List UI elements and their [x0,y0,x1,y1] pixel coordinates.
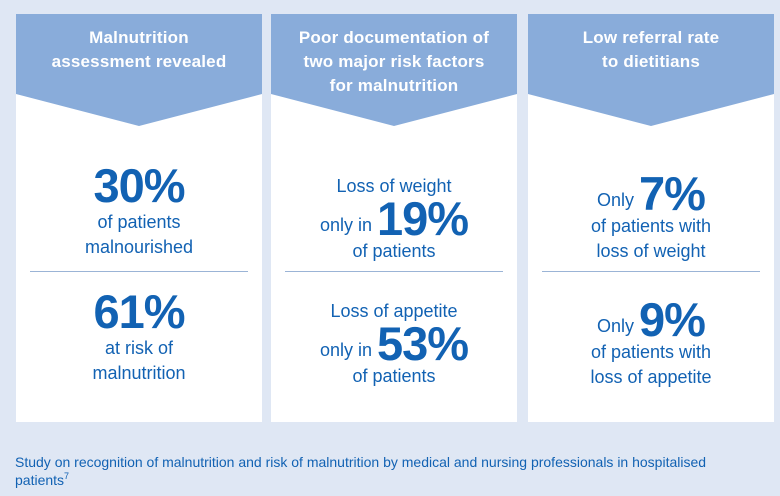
stat-value: 53% [376,317,469,370]
stat-loss-of-appetite: Loss of appetite only in 53% of patients [271,299,517,389]
card-title: Malnutrition assessment revealed [51,28,227,71]
stat-label-line1: of patients with [590,216,712,236]
divider [542,271,760,272]
stat-label-line2: malnourished [84,237,194,257]
stat-label-pre: Loss of weight [336,176,452,196]
footnote-reference: 7 [64,471,70,481]
card-title: Poor documentation of two major risk fac… [298,28,490,95]
stat-value: 9% [639,293,706,346]
card-banner: Poor documentation of two major risk fac… [271,14,517,126]
card-banner: Malnutrition assessment revealed [16,14,262,126]
stat-label-line2: loss of appetite [590,367,712,387]
stat-referral-weight: Only 7% of patients with loss of weight [528,170,774,264]
stat-label-line2: loss of weight [596,241,706,261]
stat-referral-appetite: Only 9% of patients with loss of appetit… [528,296,774,390]
card-banner: Low referral rate to dietitians [528,14,774,126]
stat-value: 30% [93,159,185,212]
footnote: Study on recognition of malnutrition and… [15,453,715,489]
stat-label-line1: at risk of [104,338,174,358]
stat-value: 7% [639,167,706,220]
stat-label-line2: malnutrition [92,363,186,383]
stat-label-mid: only in [319,215,372,235]
divider [285,271,503,272]
stat-label-mid: Only [597,190,635,210]
card-low-referral-rate: Low referral rate to dietitians Only 7% … [528,14,774,422]
stat-loss-of-weight: Loss of weight only in 19% of patients [271,174,517,264]
stat-label-pre: Loss of appetite [330,301,458,321]
stat-label-mid: Only [597,316,635,336]
card-poor-documentation: Poor documentation of two major risk fac… [271,14,517,422]
stat-malnourished: 30% of patients malnourished [16,162,262,260]
stat-label-line1: of patients with [590,342,712,362]
card-title: Low referral rate to dietitians [582,28,720,71]
stat-value: 19% [376,192,469,245]
stat-label-post: of patients [352,366,436,386]
stat-value: 61% [93,285,185,338]
stat-at-risk: 61% at risk of malnutrition [16,288,262,386]
card-malnutrition-assessment: Malnutrition assessment revealed 30% of … [16,14,262,422]
stat-label-mid: only in [319,340,372,360]
footnote-text: Study on recognition of malnutrition and… [15,454,707,488]
divider [30,271,248,272]
stat-label-line1: of patients [97,212,181,232]
stat-label-post: of patients [352,241,436,261]
